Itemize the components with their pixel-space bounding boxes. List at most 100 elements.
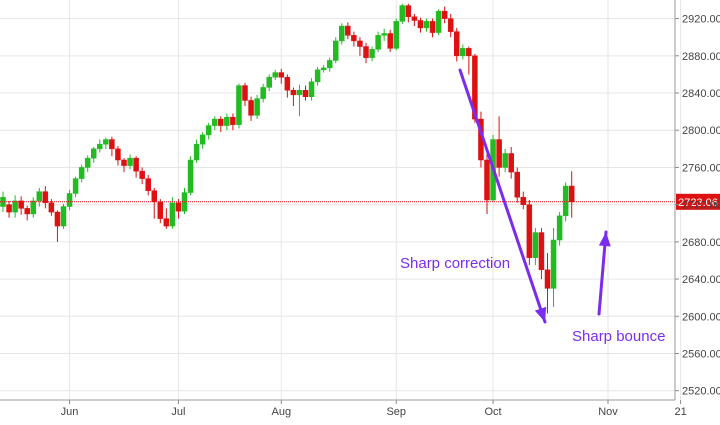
y-tick-label: 2520.00 xyxy=(682,386,720,398)
candle-up xyxy=(199,134,206,145)
candle-down xyxy=(411,16,418,21)
candle-up xyxy=(308,81,315,97)
candle-down xyxy=(18,200,24,209)
candle-down xyxy=(508,153,514,173)
candle-up xyxy=(326,60,333,69)
candle-up xyxy=(502,153,508,168)
candle-down xyxy=(496,139,502,168)
candle-up xyxy=(460,48,466,57)
candle-up xyxy=(339,25,345,42)
candle-down xyxy=(484,159,490,201)
candle-up xyxy=(320,67,327,71)
candle-down xyxy=(466,48,472,57)
candle-down xyxy=(363,46,369,58)
bounce-arrow-head xyxy=(598,232,611,247)
candle-down xyxy=(248,100,254,116)
last-value-line-group: 2723.06 xyxy=(0,193,720,210)
x-tick-label: Jun xyxy=(61,406,79,418)
candle-up xyxy=(72,178,79,194)
candle-up xyxy=(435,10,442,33)
candle-up xyxy=(169,202,176,227)
candle-up xyxy=(532,232,539,258)
candle-down xyxy=(284,76,291,91)
x-tick-label: Aug xyxy=(272,406,292,418)
candle-up xyxy=(296,89,303,96)
correction-arrow xyxy=(458,68,547,324)
x-tick-label: Oct xyxy=(484,406,501,418)
candle-up xyxy=(556,215,563,241)
candle-down xyxy=(454,31,460,57)
y-tick-label: 2640.00 xyxy=(682,274,720,286)
candle-down xyxy=(538,232,545,271)
x-tick-label: Nov xyxy=(598,406,618,418)
y-tick-label: 2720.00 xyxy=(682,200,720,212)
candle-down xyxy=(230,116,236,125)
y-tick-label: 2840.00 xyxy=(682,88,720,100)
candle-up xyxy=(562,185,569,217)
candle-up xyxy=(127,157,133,166)
candle-down xyxy=(42,191,49,204)
annotation-sharp-bounce: Sharp bounce xyxy=(572,328,665,345)
x-tick-label: 21 xyxy=(674,406,686,418)
y-tick-label: 2680.00 xyxy=(682,237,720,249)
candle-down xyxy=(472,55,478,120)
candle-up xyxy=(84,157,91,168)
candle-up xyxy=(254,98,260,116)
candle-down xyxy=(109,139,115,150)
candle-up xyxy=(381,33,387,36)
candle-up xyxy=(205,125,212,136)
y-tick-label: 2600.00 xyxy=(682,311,720,323)
candle-up xyxy=(236,85,242,125)
candle-up xyxy=(314,69,321,83)
candle-up xyxy=(36,191,43,202)
candle-down xyxy=(54,211,61,227)
candle-down xyxy=(544,269,551,289)
candle-down xyxy=(441,10,448,19)
candle-down xyxy=(568,185,575,203)
x-tick-label: Sep xyxy=(386,406,406,418)
candle-down xyxy=(133,157,139,172)
candle-down xyxy=(175,202,182,212)
y-tick-label: 2760.00 xyxy=(682,162,720,174)
candle-up xyxy=(193,143,200,161)
candle-down xyxy=(6,204,12,213)
candle-up xyxy=(187,159,194,193)
annotation-sharp-correction: Sharp correction xyxy=(400,255,510,272)
candle-down xyxy=(526,204,533,258)
candle-up xyxy=(12,200,18,213)
candle-up xyxy=(375,35,381,50)
candle-down xyxy=(351,35,357,42)
candle-up xyxy=(60,206,67,227)
y-tick-label: 2880.00 xyxy=(682,51,720,63)
candle-up xyxy=(399,5,406,22)
candle-down xyxy=(302,89,309,97)
candle-up xyxy=(66,193,73,207)
candle-up xyxy=(260,87,266,99)
candle-up xyxy=(266,76,272,88)
candle-down xyxy=(24,208,30,215)
last-value-label: 2723.06 xyxy=(678,197,718,209)
last-value-tag xyxy=(676,193,720,210)
candle-up xyxy=(103,139,109,145)
candle-down xyxy=(151,190,157,203)
candle-down xyxy=(447,18,454,32)
candle-down xyxy=(242,85,248,101)
y-tick-label: 2920.00 xyxy=(682,14,720,26)
candle-down xyxy=(514,171,520,198)
candle-up xyxy=(550,239,557,289)
candle-up xyxy=(369,49,375,58)
candle-up xyxy=(78,167,85,179)
candle-down xyxy=(357,40,363,47)
candle-down xyxy=(48,202,55,213)
y-tick-label: 2560.00 xyxy=(682,348,720,360)
candle-down xyxy=(429,21,436,33)
candle-up xyxy=(30,200,36,215)
candles xyxy=(0,3,575,314)
candle-up xyxy=(393,21,399,49)
candle-up xyxy=(333,40,339,61)
candle-down xyxy=(345,25,351,36)
candle-down xyxy=(163,218,170,227)
